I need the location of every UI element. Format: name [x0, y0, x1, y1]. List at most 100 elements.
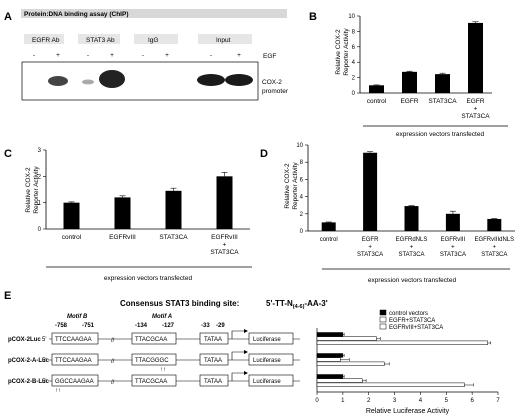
- mutation-arrows: ↑↑: [55, 388, 61, 394]
- luciferase-text: Luciferase: [253, 337, 281, 343]
- x-axis-title: Relative Luciferase Activity: [366, 408, 450, 415]
- panel-b-ylabel-line1: Relative COX-2: [335, 29, 342, 75]
- chip-title: Protein:DNA binding assay (ChIP): [24, 11, 129, 18]
- construct-row-3: pCOX-2-B-Luc 5' GGCCAAGAA ↑↑ // TTACGCAA…: [8, 371, 300, 394]
- panel-letter-a: A: [4, 11, 12, 23]
- y-tick-label: 0: [300, 229, 304, 235]
- motif-a-seq: TTACGGGC: [135, 358, 169, 364]
- consensus-seq-sub: (4-6): [293, 304, 305, 310]
- panel-letter-b: B: [309, 11, 317, 23]
- legend-label: EGFR+STAT3CA: [389, 318, 435, 324]
- tata-text: TATAA: [204, 379, 222, 385]
- x-category-label: EGFR: [400, 98, 418, 105]
- five-prime: 5': [42, 379, 46, 385]
- lane-sign-2: +: [56, 52, 60, 59]
- motif-b-label: Motif B: [67, 314, 88, 320]
- x-category-label: STAT3CA: [159, 234, 188, 241]
- y-tick-label: 0: [352, 91, 356, 97]
- x-category-label: control: [62, 234, 82, 241]
- bar: [316, 357, 341, 362]
- panel-c-xfooter: expression vectors transfected: [104, 275, 193, 282]
- motif-a-label: Motif A: [152, 314, 172, 320]
- motif-b-seq: TTCCAAGAA: [55, 358, 92, 364]
- bar: [316, 336, 377, 341]
- egf-label: EGF: [263, 53, 276, 60]
- x-category-label: EGFRdNLS: [396, 237, 428, 243]
- luciferase-text: Luciferase: [253, 358, 281, 364]
- construct-row-1: pCOX-2Luc 5' TTCCAAGAA // TTACGCAA TATAA…: [8, 329, 300, 345]
- lane-sign-8: +: [237, 52, 241, 59]
- chip-title-band: [21, 9, 287, 18]
- x-category-label: EGFRvIII: [441, 237, 466, 243]
- motif-a-box: [131, 332, 177, 345]
- consensus-sequence: 5'-TT-N(4-6)-AA-3': [266, 299, 328, 310]
- band-label-line2: promoter: [262, 88, 289, 95]
- mutation-arrows: ↑↑: [160, 367, 166, 373]
- bar: [316, 340, 488, 345]
- motif-a-seq: TTACGCAA: [135, 337, 167, 343]
- motif-a-box: [131, 353, 177, 366]
- gel-band-input-minus: [197, 74, 225, 86]
- x-category-label: EGFRvIII: [211, 234, 238, 241]
- legend-label: control vectors: [389, 311, 428, 317]
- x-category-label: STAT3CA: [481, 252, 507, 258]
- bar: [402, 71, 417, 93]
- construct-name: pCOX-2-A-Luc: [8, 358, 50, 364]
- y-tick-label: 8: [300, 160, 304, 166]
- lane-sign-3: -: [87, 52, 89, 59]
- x-tick-label: 5: [445, 398, 449, 404]
- panel-d-chart: Relative COX-2 Reporter Activity express…: [284, 143, 515, 284]
- consensus-seq-end: -AA-3': [304, 299, 327, 308]
- panel-letter-e: E: [4, 290, 11, 302]
- bar: [316, 378, 363, 383]
- bar: [445, 213, 460, 231]
- motif-b-seq: GGCCAAGAA: [55, 379, 94, 385]
- group-label-igg: IgG: [148, 37, 158, 44]
- y-tick-label: 0: [38, 227, 42, 233]
- luciferase-box: [248, 332, 294, 345]
- bar: [435, 74, 450, 93]
- x-category-label: EGFR: [362, 237, 379, 243]
- legend-label: EGFRvIII+STAT3CA: [389, 325, 443, 331]
- group-box-input: [198, 34, 252, 44]
- gel-band-stat3-plus: [99, 70, 125, 88]
- bar: [404, 206, 419, 231]
- motif-a-seq: TTACGCAA: [135, 379, 167, 385]
- y-tick-label: 4: [300, 195, 304, 201]
- x-category-label: +: [223, 242, 227, 249]
- bar: [363, 152, 378, 231]
- tss-arrow: [231, 372, 244, 381]
- x-category-label: +: [493, 245, 497, 251]
- five-prime: 5': [42, 337, 46, 343]
- y-tick-label: 6: [352, 45, 356, 51]
- tata-text: TATAA: [204, 358, 222, 364]
- y-tick-label: 10: [296, 143, 303, 149]
- luciferase-box: [248, 374, 294, 387]
- motif-b-box: [51, 374, 99, 387]
- y-tick-label: 1: [38, 201, 42, 207]
- x-category-label: +: [410, 245, 414, 251]
- panel-letter-c: C: [4, 148, 12, 160]
- tss-arrowhead: [244, 371, 248, 375]
- lane-sign-7: -: [210, 52, 212, 59]
- pos-tata-start: -33: [201, 323, 210, 329]
- luciferase-box: [248, 353, 294, 366]
- tss-arrowhead: [244, 350, 248, 354]
- y-tick-label: 10: [348, 14, 355, 20]
- x-category-label: control: [320, 237, 338, 243]
- tss-arrow: [231, 351, 244, 360]
- y-tick-label: 4: [352, 60, 356, 66]
- band-label-line1: COX-2: [262, 79, 282, 86]
- panel-e: Consensus STAT3 binding site: 5'-TT-N(4-…: [8, 299, 500, 415]
- tata-box: [199, 374, 229, 387]
- x-category-label: +: [474, 106, 478, 113]
- x-category-label: STAT3CA: [461, 113, 490, 120]
- panel-letter-d: D: [260, 148, 268, 160]
- bar: [468, 22, 483, 93]
- panel-b-ylabel-line2: Reporter Activity: [343, 28, 350, 76]
- bar: [316, 374, 344, 379]
- group-box-stat3: [78, 34, 120, 44]
- group-label-input: Input: [216, 37, 231, 44]
- motif-b-box: [51, 332, 99, 345]
